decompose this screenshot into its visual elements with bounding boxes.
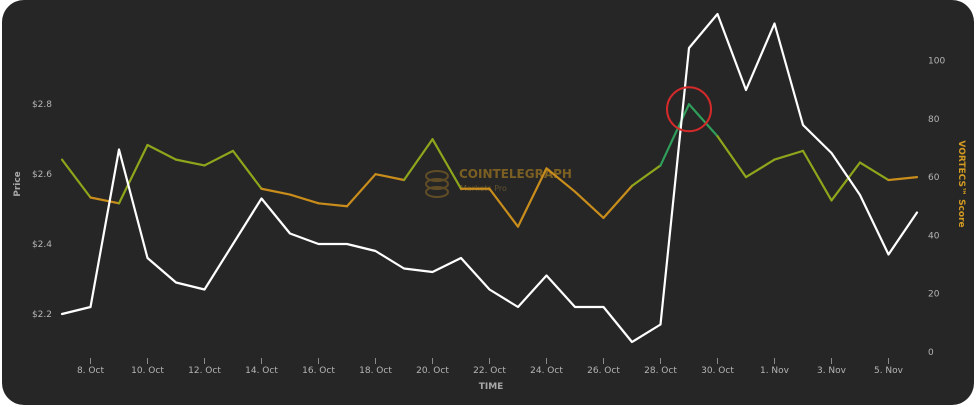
watermark-title: COINTELEGRAPH xyxy=(459,167,572,181)
y-right-tick-label: 0 xyxy=(928,348,934,358)
score-line-segment xyxy=(801,149,833,202)
score-line-segment xyxy=(516,167,548,228)
score-line-segment xyxy=(402,138,434,182)
score-line-segment xyxy=(431,138,463,190)
score-line-segment xyxy=(117,143,149,205)
y-right-tick-label: 80 xyxy=(928,115,940,125)
x-tick-label: 22. Oct xyxy=(473,366,506,376)
y-axis-left-title: Price xyxy=(13,171,23,197)
y-left-tick-label: $2.8 xyxy=(32,100,52,110)
score-line-segment xyxy=(345,173,377,208)
score-line-segment xyxy=(602,184,634,220)
score-line-segment xyxy=(231,149,263,190)
annotation-layer xyxy=(666,86,712,133)
x-tick-label: 8. Oct xyxy=(77,366,104,376)
score-line-segment xyxy=(89,196,121,205)
y-axis-right: 100 80 60 40 20 0 xyxy=(928,57,945,359)
score-line-segment xyxy=(288,193,320,205)
score-line-segment xyxy=(659,103,691,167)
series-layer xyxy=(60,12,919,344)
x-tick-label: 16. Oct xyxy=(302,366,335,376)
score-line-segment xyxy=(146,143,178,161)
score-line-segment xyxy=(317,202,349,208)
y-right-tick-label: 20 xyxy=(928,290,940,300)
y-left-tick-label: $2.2 xyxy=(32,310,52,320)
score-line-segment xyxy=(545,167,577,193)
x-tick-label: 10. Oct xyxy=(131,366,164,376)
score-line-segment xyxy=(887,176,919,182)
score-line-segment xyxy=(203,149,235,167)
y-right-tick-label: 60 xyxy=(928,173,940,183)
y-left-tick-label: $2.4 xyxy=(32,240,52,250)
x-tick-label: 28. Oct xyxy=(644,366,677,376)
y-right-tick-label: 100 xyxy=(928,57,945,67)
score-line-segment xyxy=(773,149,805,161)
score-line-segment xyxy=(630,164,662,187)
y-left-tick-label: $2.6 xyxy=(32,170,52,180)
score-line-segment xyxy=(716,135,748,179)
score-line-segment xyxy=(830,161,862,202)
highlight-circle xyxy=(666,86,712,133)
x-tick-label: 3. Nov xyxy=(817,366,847,376)
x-tick-label: 20. Oct xyxy=(416,366,449,376)
x-axis: 8. Oct 10. Oct 12. Oct 14. Oct 16. Oct 18. Oc… xyxy=(77,358,904,376)
y-axis-left: $2.8 $2.6 $2.4 $2.2 xyxy=(32,100,52,320)
x-tick-label: 24. Oct xyxy=(530,366,563,376)
x-tick-label: 18. Oct xyxy=(359,366,392,376)
y-right-tick-label: 40 xyxy=(928,231,940,241)
score-line-segment xyxy=(573,190,605,220)
x-tick-label: 1. Nov xyxy=(760,366,790,376)
score-line-segment xyxy=(260,187,292,196)
score-line-segment xyxy=(858,161,890,182)
x-tick-label: 12. Oct xyxy=(188,366,221,376)
x-tick-label: 14. Oct xyxy=(245,366,278,376)
x-tick-label: 26. Oct xyxy=(587,366,620,376)
x-tick-label: 30. Oct xyxy=(701,366,734,376)
y-axis-right-title: VORTECS™ Score xyxy=(956,140,966,227)
coins-logo-icon xyxy=(425,170,449,198)
score-line-segment xyxy=(744,158,776,179)
score-line-segment xyxy=(374,173,406,182)
score-line-segment xyxy=(687,103,719,138)
price-line xyxy=(60,12,919,344)
score-line-segment xyxy=(488,187,520,228)
score-line-segment xyxy=(174,158,206,167)
score-line-segment xyxy=(60,158,92,199)
x-axis-title: TIME xyxy=(479,382,504,392)
x-tick-label: 5. Nov xyxy=(874,366,904,376)
